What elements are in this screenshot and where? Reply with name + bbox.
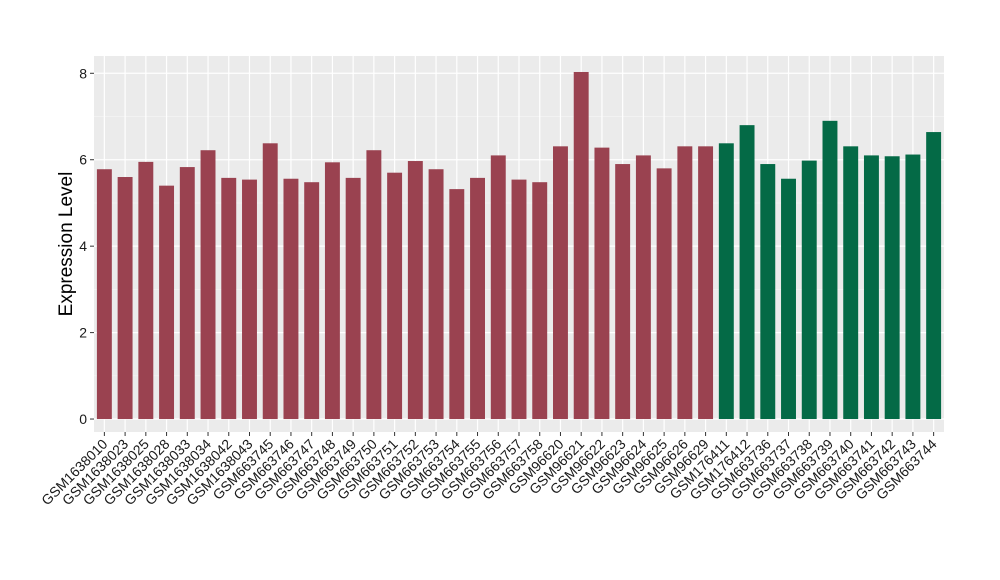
bar <box>822 120 838 420</box>
bar <box>926 132 942 420</box>
bar <box>345 177 361 420</box>
bar <box>324 162 340 420</box>
bar <box>366 150 382 420</box>
bar <box>200 150 216 420</box>
bar <box>884 156 900 420</box>
bar <box>428 169 444 420</box>
bar <box>843 146 859 420</box>
bar <box>573 71 589 420</box>
bar <box>656 168 672 420</box>
bar <box>138 161 154 420</box>
bar <box>635 155 651 420</box>
bar <box>863 155 879 420</box>
bar <box>532 182 548 420</box>
bar <box>242 179 257 420</box>
y-tick-label: 6 <box>79 152 87 168</box>
y-tick-label: 4 <box>79 238 87 254</box>
bar <box>615 164 631 420</box>
bar <box>407 161 423 420</box>
y-axis: 0 2 4 6 8 <box>79 65 94 427</box>
bar <box>470 177 485 420</box>
bar <box>781 178 796 420</box>
bar <box>449 189 465 420</box>
bar <box>594 147 610 420</box>
y-axis-title: Expression Level <box>56 172 77 317</box>
bar <box>905 154 921 420</box>
bar <box>96 169 112 420</box>
bar <box>159 185 175 420</box>
bar <box>221 177 237 420</box>
bar <box>718 143 734 420</box>
bar <box>553 146 568 420</box>
bar <box>760 164 776 420</box>
bar <box>698 146 714 420</box>
bar <box>677 146 693 420</box>
bar <box>387 172 403 420</box>
bar <box>490 155 506 420</box>
bar <box>511 179 527 420</box>
bar <box>179 167 195 420</box>
bar <box>304 182 320 420</box>
y-tick-label: 0 <box>79 411 87 427</box>
bar <box>283 178 299 420</box>
bar <box>262 143 278 420</box>
bar <box>117 177 133 420</box>
bars <box>96 71 942 420</box>
x-axis: GSM1638010GSM1638023GSM1638025GSM1638028… <box>38 432 940 508</box>
bar <box>739 125 755 420</box>
y-tick-label: 2 <box>79 325 87 341</box>
y-tick-label: 8 <box>79 65 87 81</box>
bar <box>801 160 817 420</box>
